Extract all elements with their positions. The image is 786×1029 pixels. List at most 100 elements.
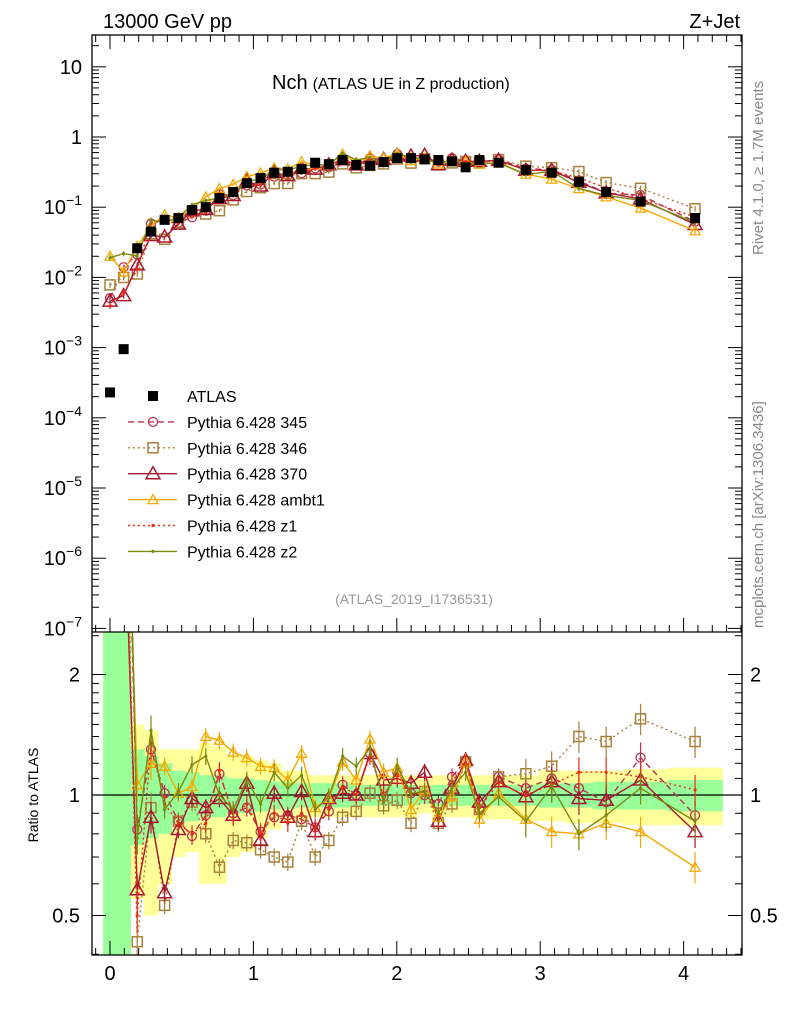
analysis-label: (ATLAS_2019_I1736531) <box>335 591 493 607</box>
ratio-point <box>473 812 486 824</box>
ratio-point <box>377 765 390 777</box>
ratio-point <box>119 381 129 391</box>
ratio-point <box>327 806 331 810</box>
ratio-point <box>156 884 173 899</box>
ratio-point <box>550 784 554 789</box>
ratio-point <box>604 770 608 774</box>
reference-points <box>105 153 701 398</box>
atlas-point <box>601 186 612 197</box>
atlas-point <box>255 173 266 184</box>
atlas-point <box>690 213 701 224</box>
ratio-point <box>135 836 139 840</box>
ratio-point <box>158 759 171 771</box>
legend-item: Pythia 6.428 ambt1 <box>128 493 325 510</box>
ratio-point <box>570 790 588 805</box>
y-tick-label: 10−6 <box>44 543 82 570</box>
ratio-point <box>199 730 212 742</box>
data-point <box>115 287 132 302</box>
ratio-point <box>375 771 392 786</box>
rivet-label: Rivet 4.1.0, ≥ 1.7M events <box>750 81 767 255</box>
data-point <box>204 198 208 202</box>
ratio-point <box>309 851 321 863</box>
atlas-point <box>241 178 252 189</box>
ratio-point <box>240 751 253 763</box>
ratio-point <box>689 735 701 748</box>
y-tick-exponent: −6 <box>66 543 82 559</box>
atlas-point <box>146 226 157 237</box>
atlas-point <box>364 160 375 171</box>
y-tick-base: 10 <box>44 618 66 640</box>
atlas-point <box>635 196 646 207</box>
ratio-point <box>258 802 263 806</box>
x-tick-label: 1 <box>248 963 259 985</box>
atlas-point <box>214 193 225 204</box>
legend-label: Pythia 6.428 z2 <box>187 544 297 561</box>
ratio-point <box>445 790 459 802</box>
ratio-point <box>265 784 283 800</box>
ratio-point <box>176 789 181 794</box>
atlas-point <box>269 167 280 178</box>
data-point <box>122 291 126 295</box>
ratio-point <box>227 745 240 757</box>
ratio-point <box>217 793 222 797</box>
legend-marker <box>147 442 159 454</box>
data-point <box>572 182 586 194</box>
y-tick-base: 10 <box>44 408 66 430</box>
data-point <box>108 256 112 260</box>
ratio-tick-label: 1 <box>69 785 80 807</box>
ratio-point <box>258 832 263 836</box>
ratio-point <box>450 786 454 790</box>
atlas-point <box>546 167 557 178</box>
ratio-point <box>185 780 199 792</box>
legend-marker <box>151 549 155 554</box>
data-point <box>368 155 372 160</box>
ratio-point <box>323 834 335 847</box>
y-tick-label: 10−2 <box>44 262 82 289</box>
ratio-point <box>634 825 647 837</box>
legend-label: Pythia 6.428 ambt1 <box>187 493 325 510</box>
data-point <box>282 177 294 190</box>
legend-marker <box>146 493 160 505</box>
legend-label: Pythia 6.428 346 <box>187 441 307 458</box>
band-stat-bin <box>103 632 118 955</box>
data-point <box>545 172 558 184</box>
ratio-point <box>354 764 358 768</box>
ratio-point <box>416 763 433 778</box>
data-point <box>268 177 280 190</box>
atlas-point <box>282 166 293 177</box>
series-2 <box>101 146 704 307</box>
y-tick-label: 10−5 <box>44 473 82 500</box>
ratio-point <box>272 770 276 774</box>
observable-desc: (ATLAS UE in Z production) <box>313 76 510 93</box>
ratio-point <box>577 770 581 774</box>
ratio-point <box>313 827 317 832</box>
y-tick-exponent: −5 <box>66 473 82 489</box>
data-point <box>306 160 324 175</box>
legend-label: Pythia 6.428 345 <box>187 415 307 432</box>
atlas-point <box>310 157 321 168</box>
ratio-point <box>340 784 345 789</box>
ratio-point <box>327 795 331 799</box>
ratio-point <box>430 812 447 827</box>
ratio-point <box>119 323 128 332</box>
atlas-point <box>405 153 416 164</box>
legend-label: Pythia 6.428 370 <box>187 467 307 484</box>
legend-item: Pythia 6.428 370 <box>128 465 307 484</box>
atlas-point <box>132 243 143 254</box>
ratio-tick-label: 2 <box>69 665 80 687</box>
ratio-point <box>340 754 345 758</box>
legend: ATLAS Pythia 6.428 345 Pythia 6.428 346 Pyt… <box>128 389 325 561</box>
legend-marker <box>151 523 155 528</box>
ratio-point <box>299 811 304 815</box>
ratio-point <box>423 789 427 794</box>
atlas-point <box>573 176 584 187</box>
ratio-point <box>272 811 276 815</box>
ratio-tick-label-right: 2 <box>750 665 761 687</box>
ratio-point <box>336 811 349 823</box>
y-tick-label: 1 <box>71 127 82 149</box>
ratio-point <box>231 807 235 812</box>
ratio-point <box>354 793 358 797</box>
ratio-point <box>190 763 194 767</box>
ratio-ylabel: Ratio to ATLAS <box>25 748 41 843</box>
ratio-point <box>245 778 249 782</box>
